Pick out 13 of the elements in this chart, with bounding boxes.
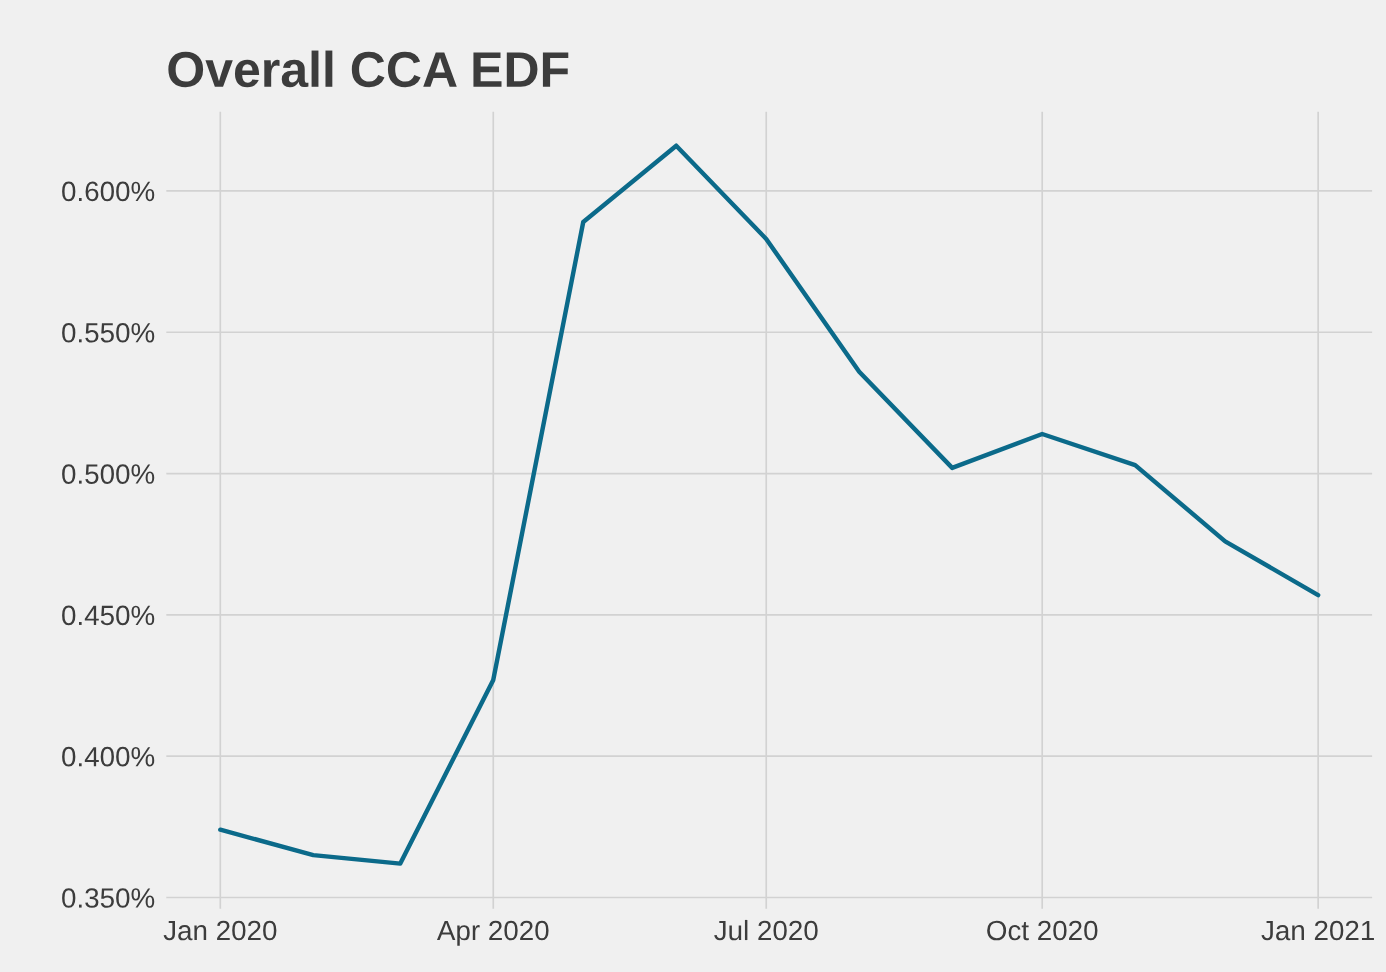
x-tick-label: Jul 2020 [714,919,818,941]
x-tick-label: Jan 2021 [1261,920,1374,941]
y-tick-label: 0.450% [62,605,155,626]
x-tick-label: Apr 2020 [436,920,549,946]
x-tick-label: Oct 2020 [987,920,1098,941]
y-tick-label: 0.500% [62,464,155,484]
chart-title: Overall CCA EDF [168,50,569,88]
y-tick-label: 0.350% [62,888,155,908]
x-tick-label: Jan 2020 [163,920,277,941]
line-series [218,143,1321,866]
y-tick-label: 0.600% [62,181,155,202]
y-tick-label: 0.400% [62,746,155,767]
y-tick-label: 0.550% [62,322,155,343]
